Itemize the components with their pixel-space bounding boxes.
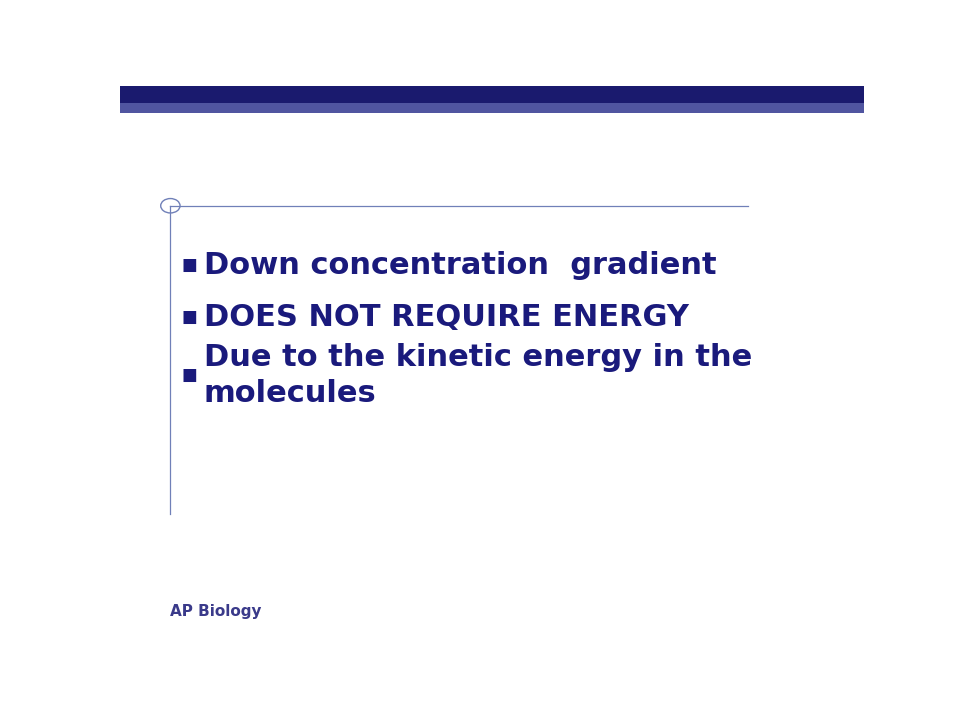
Text: DOES NOT REQUIRE ENERGY: DOES NOT REQUIRE ENERGY: [204, 303, 688, 332]
Text: Due to the kinetic energy in the
molecules: Due to the kinetic energy in the molecul…: [204, 343, 752, 408]
Text: ■: ■: [181, 366, 198, 384]
Text: Down concentration  gradient: Down concentration gradient: [204, 251, 716, 279]
Text: ■: ■: [181, 256, 198, 274]
Text: ■: ■: [181, 308, 198, 326]
Bar: [120, 86, 864, 104]
Bar: [120, 104, 864, 112]
Text: AP Biology: AP Biology: [170, 604, 262, 619]
